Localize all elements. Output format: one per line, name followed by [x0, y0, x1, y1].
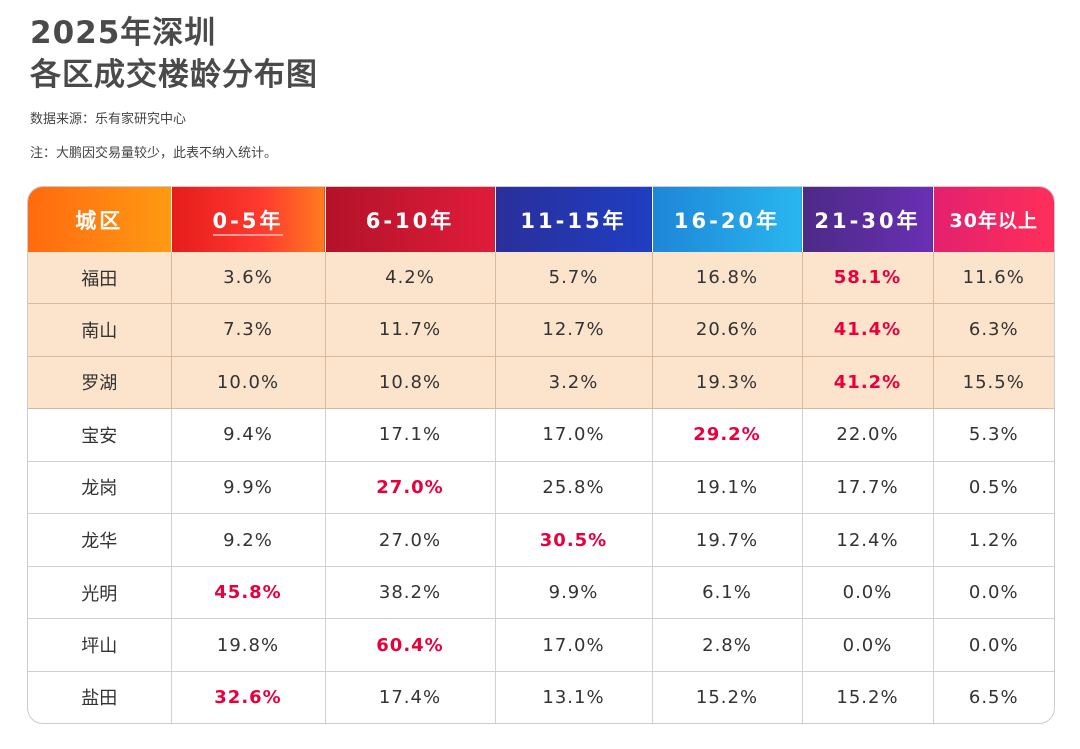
value-cell: 16.8% [652, 252, 803, 305]
value-cell: 0.5% [933, 461, 1054, 515]
value-cell: 19.7% [652, 513, 803, 567]
column-header-0-5: 0-5年 [171, 187, 326, 252]
max-value-cell: 58.1% [802, 252, 934, 305]
table-row: 坪山 19.8% 60.4% 17.0% 2.8% 0.0% 0.0% [28, 618, 1054, 672]
max-value-cell: 45.8% [171, 566, 326, 620]
table-row: 盐田 32.6% 17.4% 13.1% 15.2% 15.2% 6.5% [28, 671, 1054, 723]
table-row: 光明 45.8% 38.2% 9.9% 6.1% 0.0% 0.0% [28, 566, 1054, 620]
max-value-cell: 32.6% [171, 671, 326, 723]
table-row: 龙华 9.2% 27.0% 30.5% 19.7% 12.4% 1.2% [28, 513, 1054, 567]
data-table: 城区 0-5年 6-10年 11-15年 16-20年 21-30年 30年以上… [28, 187, 1054, 723]
value-cell: 11.7% [325, 303, 496, 357]
max-value-cell: 41.4% [802, 303, 934, 357]
column-header-21-30: 21-30年 [802, 187, 934, 252]
value-cell: 1.2% [933, 513, 1054, 567]
value-cell: 9.2% [171, 513, 326, 567]
value-cell: 12.4% [802, 513, 934, 567]
value-cell: 9.4% [171, 408, 326, 462]
value-cell: 13.1% [495, 671, 653, 723]
value-cell: 9.9% [495, 566, 653, 620]
max-value-cell: 60.4% [325, 618, 496, 672]
max-value-cell: 27.0% [325, 461, 496, 515]
value-cell: 4.2% [325, 252, 496, 305]
value-cell: 10.8% [325, 356, 496, 410]
value-cell: 19.8% [171, 618, 326, 672]
value-cell: 0.0% [802, 566, 934, 620]
district-cell: 罗湖 [28, 356, 172, 410]
value-cell: 17.4% [325, 671, 496, 723]
value-cell: 27.0% [325, 513, 496, 567]
header-row: 城区 0-5年 6-10年 11-15年 16-20年 21-30年 30年以上 [28, 187, 1054, 252]
value-cell: 6.1% [652, 566, 803, 620]
value-cell: 9.9% [171, 461, 326, 515]
max-value-cell: 30.5% [495, 513, 653, 567]
exclusion-note: 注：大鹏因交易量较少，此表不纳入统计。 [30, 146, 278, 161]
column-header-6-10: 6-10年 [325, 187, 496, 252]
value-cell: 19.1% [652, 461, 803, 515]
table-row: 罗湖 10.0% 10.8% 3.2% 19.3% 41.2% 15.5% [28, 356, 1054, 410]
value-cell: 3.6% [171, 252, 326, 305]
district-cell: 龙岗 [28, 461, 172, 515]
district-cell: 福田 [28, 252, 172, 305]
district-cell: 光明 [28, 566, 172, 620]
value-cell: 17.0% [495, 408, 653, 462]
data-source-note: 数据来源：乐有家研究中心 [30, 112, 187, 127]
column-header-district: 城区 [28, 187, 172, 252]
value-cell: 17.1% [325, 408, 496, 462]
table-row: 龙岗 9.9% 27.0% 25.8% 19.1% 17.7% 0.5% [28, 461, 1054, 515]
value-cell: 15.5% [933, 356, 1054, 410]
value-cell: 22.0% [802, 408, 934, 462]
district-cell: 龙华 [28, 513, 172, 567]
column-header-11-15: 11-15年 [495, 187, 653, 252]
value-cell: 15.2% [652, 671, 803, 723]
district-cell: 宝安 [28, 408, 172, 462]
max-value-cell: 41.2% [802, 356, 934, 410]
max-value-cell: 29.2% [652, 408, 803, 462]
value-cell: 0.0% [933, 566, 1054, 620]
value-cell: 5.7% [495, 252, 653, 305]
value-cell: 17.0% [495, 618, 653, 672]
value-cell: 10.0% [171, 356, 326, 410]
title-line-2: 各区成交楼龄分布图 [30, 57, 318, 93]
value-cell: 3.2% [495, 356, 653, 410]
value-cell: 15.2% [802, 671, 934, 723]
district-cell: 坪山 [28, 618, 172, 672]
district-cell: 盐田 [28, 671, 172, 723]
table-row: 宝安 9.4% 17.1% 17.0% 29.2% 22.0% 5.3% [28, 408, 1054, 462]
value-cell: 0.0% [933, 618, 1054, 672]
age-distribution-table: 城区 0-5年 6-10年 11-15年 16-20年 21-30年 30年以上… [27, 186, 1055, 724]
value-cell: 20.6% [652, 303, 803, 357]
value-cell: 17.7% [802, 461, 934, 515]
value-cell: 2.8% [652, 618, 803, 672]
value-cell: 7.3% [171, 303, 326, 357]
district-cell: 南山 [28, 303, 172, 357]
column-header-0-5-label: 0-5年 [212, 208, 284, 236]
value-cell: 11.6% [933, 252, 1054, 305]
table-body: 福田 3.6% 4.2% 5.7% 16.8% 58.1% 11.6% 南山 7.3% 11.7%… [28, 252, 1054, 723]
table-row: 南山 7.3% 11.7% 12.7% 20.6% 41.4% 6.3% [28, 303, 1054, 357]
value-cell: 38.2% [325, 566, 496, 620]
page-title: 2025年深圳 各区成交楼龄分布图 [30, 12, 318, 96]
column-header-30-plus: 30年以上 [933, 187, 1054, 252]
value-cell: 25.8% [495, 461, 653, 515]
value-cell: 0.0% [802, 618, 934, 672]
column-header-16-20: 16-20年 [652, 187, 803, 252]
table-row: 福田 3.6% 4.2% 5.7% 16.8% 58.1% 11.6% [28, 252, 1054, 305]
value-cell: 6.3% [933, 303, 1054, 357]
value-cell: 6.5% [968, 686, 1019, 708]
title-line-1: 2025年深圳 [30, 15, 217, 51]
value-cell: 5.3% [933, 408, 1054, 462]
value-cell: 12.7% [495, 303, 653, 357]
value-cell: 19.3% [652, 356, 803, 410]
